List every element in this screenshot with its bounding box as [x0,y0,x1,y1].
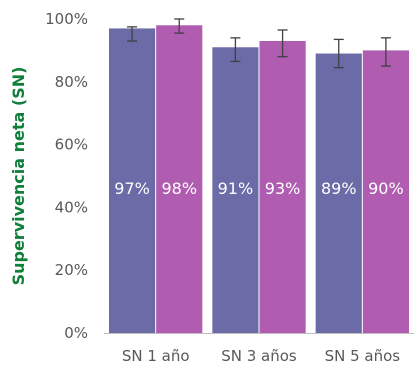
bar [109,28,156,333]
data-label: 97% [114,179,150,198]
y-tick-label: 20% [55,261,88,279]
bar [315,53,362,333]
y-tick-label: 80% [55,73,88,91]
data-label: 91% [218,179,254,198]
y-tick-label: 60% [55,136,88,154]
y-tick-label: 0% [64,324,88,342]
bars [109,25,409,334]
x-tick-label: SN 3 años [221,347,297,365]
data-label: 93% [265,179,301,198]
data-labels: 97% 98% 91% 93% 89% 90% [114,179,403,198]
x-tick-label: SN 1 año [122,347,190,365]
y-tick-label: 100% [45,10,88,28]
bar [259,40,306,333]
bar [362,50,409,334]
x-tick-label: SN 5 años [325,347,401,365]
x-axis-ticks: SN 1 año SN 3 años SN 5 años [122,347,400,365]
data-label: 89% [321,179,357,198]
data-label: 98% [161,179,197,198]
data-label: 90% [368,179,404,198]
error-bars [127,18,391,69]
y-axis-ticks: 0% 20% 40% 60% 80% 100% [45,10,88,342]
bar [156,25,203,334]
y-tick-label: 40% [55,198,88,216]
y-axis-title: Supervivencia neta (SN) [9,67,28,286]
bar [212,47,259,333]
